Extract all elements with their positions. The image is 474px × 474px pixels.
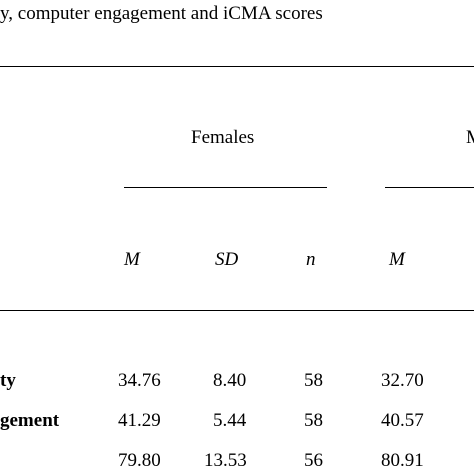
cell-m2: 32.70 xyxy=(381,370,424,391)
column-header-sd: SD xyxy=(215,249,239,270)
top-rule xyxy=(0,66,474,67)
group-header-females: Females xyxy=(191,127,255,148)
cell-sd: 5.44 xyxy=(213,410,247,431)
table-caption: y, computer engagement and iCMA scores xyxy=(0,3,323,24)
cell-n: 56 xyxy=(304,450,323,471)
cell-n: 58 xyxy=(304,370,323,391)
second-group-underline xyxy=(385,187,474,188)
cell-n: 58 xyxy=(304,410,323,431)
row-label: ty xyxy=(0,370,16,391)
cell-sd: 13.53 xyxy=(204,450,247,471)
cell-m: 41.29 xyxy=(118,410,161,431)
header-rule xyxy=(0,310,474,311)
cell-m2: 40.57 xyxy=(381,410,424,431)
column-header-m: M xyxy=(124,249,140,270)
cell-sd: 8.40 xyxy=(213,370,247,391)
row-label: gement xyxy=(0,410,60,431)
cell-m2: 80.91 xyxy=(381,450,424,471)
column-header-n: n xyxy=(306,249,316,270)
group-header-second-partial: M xyxy=(466,128,474,147)
females-group-underline xyxy=(124,187,327,188)
cell-m: 79.80 xyxy=(118,450,161,471)
column-header-m2: M xyxy=(389,249,405,270)
cell-m: 34.76 xyxy=(118,370,161,391)
